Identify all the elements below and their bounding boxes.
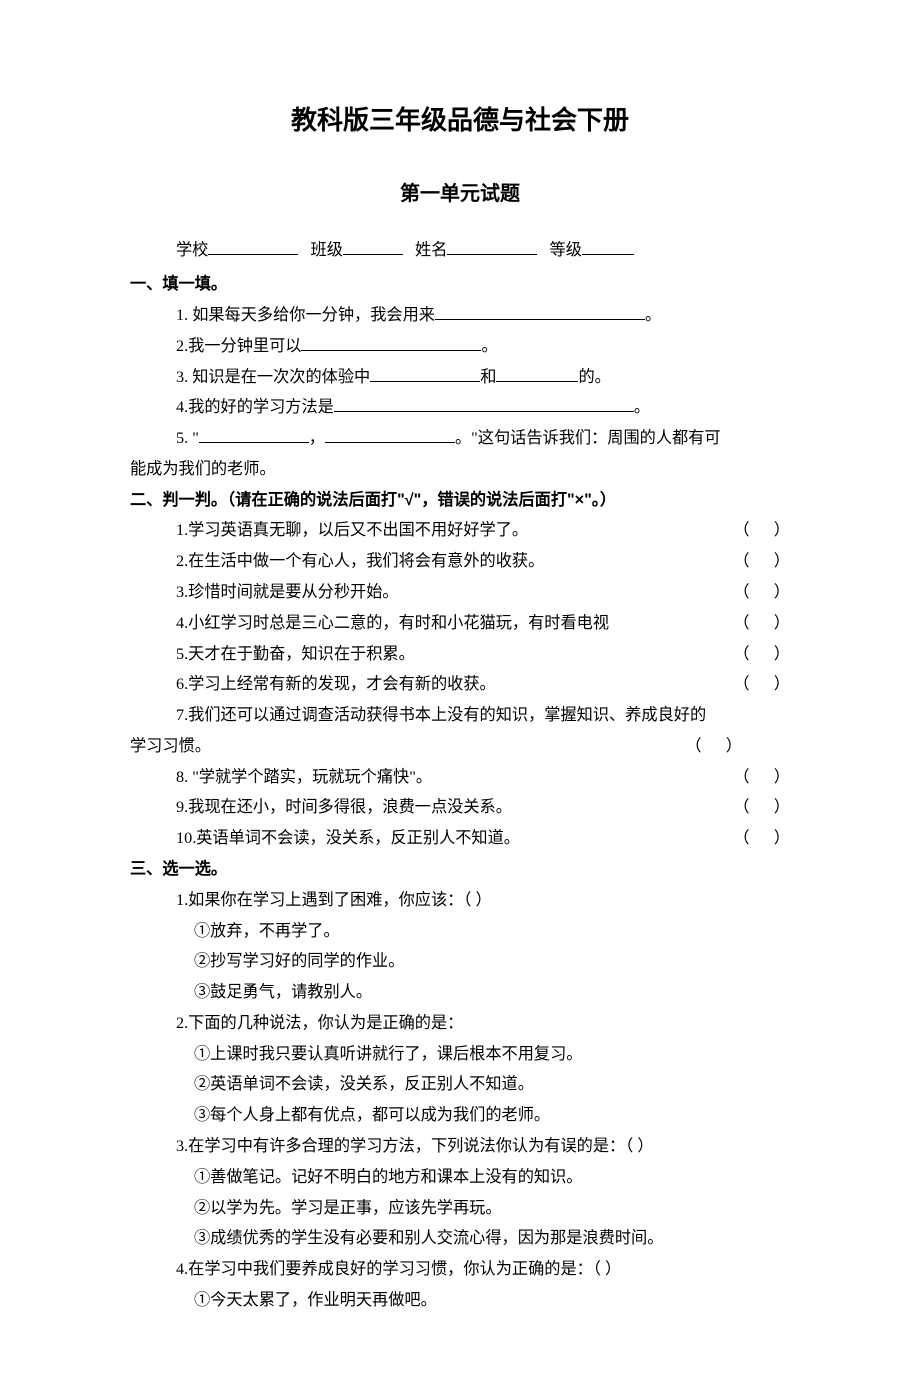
mc-option[interactable]: ①善做笔记。记好不明白的地方和课本上没有的知识。 (130, 1162, 790, 1193)
fill-blank[interactable] (435, 303, 645, 320)
tf-item: 3.珍惜时间就是要从分秒开始。 （ ） (130, 577, 790, 608)
tf-item: 6.学习上经常有新的发现，才会有新的收获。 （ ） (130, 669, 790, 700)
tf-item: 1.学习英语真无聊，以后又不出国不用好好学了。 （ ） (130, 515, 790, 546)
tf-paren[interactable]: （ ） (733, 792, 790, 823)
fill-text: 。 (481, 337, 497, 355)
fill-text: 。 (634, 398, 650, 416)
tf-text: 5.天才在于勤奋，知识在于积累。 (176, 639, 415, 670)
header-fields: 学校 班级 姓名 等级 (130, 235, 790, 266)
mc-option[interactable]: ②以学为先。学习是正事，应该先学再玩。 (130, 1193, 790, 1224)
fill-text: 3. 知识是在一次次的体验中 (176, 368, 370, 386)
fill-blank[interactable] (370, 364, 480, 381)
fill-text: 和 (480, 368, 496, 386)
tf-text: 4.小红学习时总是三心二意的，有时和小花猫玩，有时看电视 (176, 608, 609, 639)
tf-paren[interactable]: （ ） (733, 823, 790, 854)
fill-text: 1. 如果每天多给你一分钟，我会用来 (176, 306, 435, 324)
mc-option[interactable]: ②抄写学习好的同学的作业。 (130, 946, 790, 977)
mc-option[interactable]: ①今天太累了，作业明天再做吧。 (130, 1285, 790, 1316)
mc-stem: 4.在学习中我们要养成良好的学习习惯，你认为正确的是：（ ） (130, 1254, 790, 1285)
fill-wrap: 能成为我们的老师。 (130, 454, 790, 485)
tf-item: 2.在生活中做一个有心人，我们将会有意外的收获。 （ ） (130, 546, 790, 577)
fill-item: 4.我的好的学习方法是 。 (130, 392, 790, 423)
tf-text: 10.英语单词不会读，没关系，反正别人不知道。 (176, 823, 520, 854)
mc-option[interactable]: ①上课时我只要认真听讲就行了，课后根本不用复习。 (130, 1039, 790, 1070)
fill-blank[interactable] (334, 395, 634, 412)
fill-text: 4.我的好的学习方法是 (176, 398, 334, 416)
tf-text: 6.学习上经常有新的发现，才会有新的收获。 (176, 669, 496, 700)
tf-text: 2.在生活中做一个有心人，我们将会有意外的收获。 (176, 546, 544, 577)
tf-text: 9.我现在还小，时间多得很，浪费一点没关系。 (176, 792, 512, 823)
mc-option[interactable]: ③成绩优秀的学生没有必要和别人交流心得，因为那是浪费时间。 (130, 1223, 790, 1254)
tf-item: 8. "学就学个踏实，玩就玩个痛快"。 （ ） (130, 762, 790, 793)
mc-option[interactable]: ②英语单词不会读，没关系，反正别人不知道。 (130, 1069, 790, 1100)
mc-stem: 2.下面的几种说法，你认为是正确的是： (130, 1008, 790, 1039)
tf-paren[interactable]: （ ） (733, 608, 790, 639)
fill-item: 5. " ， 。"这句话告诉我们：周围的人都有可 (130, 423, 790, 454)
fill-blank[interactable] (301, 334, 481, 351)
fill-text: ， (309, 429, 325, 447)
fill-item: 3. 知识是在一次次的体验中 和 的。 (130, 362, 790, 393)
fill-item: 1. 如果每天多给你一分钟，我会用来 。 (130, 300, 790, 331)
tf-item: 7.我们还可以通过调查活动获得书本上没有的知识，掌握知识、养成良好的 (130, 700, 790, 731)
tf-text: 8. "学就学个踏实，玩就玩个痛快"。 (176, 762, 432, 793)
tf-paren[interactable]: （ ） (733, 639, 790, 670)
section-tf-head: 二、判一判。（请在正确的说法后面打"√"，错误的说法后面打"×"。） (130, 485, 790, 516)
mc-option[interactable]: ①放弃，不再学了。 (130, 916, 790, 947)
exam-page: 教科版三年级品德与社会下册 第一单元试题 学校 班级 姓名 等级 一、填一填。 … (0, 0, 920, 1376)
tf-item: 9.我现在还小，时间多得很，浪费一点没关系。 （ ） (130, 792, 790, 823)
blank-name[interactable] (447, 238, 537, 255)
tf-text: 学习习惯。 (130, 731, 211, 762)
blank-grade[interactable] (582, 238, 634, 255)
mc-stem: 1.如果你在学习上遇到了困难，你应该：（ ） (130, 885, 790, 916)
section-fill-head: 一、填一填。 (130, 269, 790, 300)
fill-blank[interactable] (199, 426, 309, 443)
tf-paren[interactable]: （ ） (685, 731, 790, 762)
label-name: 姓名 (415, 241, 447, 259)
tf-item: 5.天才在于勤奋，知识在于积累。 （ ） (130, 639, 790, 670)
fill-blank[interactable] (325, 426, 455, 443)
section-mc-head: 三、选一选。 (130, 854, 790, 885)
fill-item: 2.我一分钟里可以 。 (130, 331, 790, 362)
label-grade: 等级 (550, 241, 582, 259)
tf-paren[interactable]: （ ） (733, 762, 790, 793)
tf-text: 3.珍惜时间就是要从分秒开始。 (176, 577, 399, 608)
tf-paren[interactable]: （ ） (733, 577, 790, 608)
tf-item: 学习习惯。 （ ） (130, 731, 790, 762)
tf-item: 4.小红学习时总是三心二意的，有时和小花猫玩，有时看电视 （ ） (130, 608, 790, 639)
fill-text: 。"这句话告诉我们：周围的人都有可 (455, 429, 721, 447)
tf-text: 1.学习英语真无聊，以后又不出国不用好好学了。 (176, 515, 528, 546)
mc-option[interactable]: ③每个人身上都有优点，都可以成为我们的老师。 (130, 1100, 790, 1131)
page-subtitle: 第一单元试题 (130, 175, 790, 213)
fill-text: 2.我一分钟里可以 (176, 337, 301, 355)
blank-class[interactable] (343, 238, 403, 255)
blank-school[interactable] (208, 238, 298, 255)
tf-item: 10.英语单词不会读，没关系，反正别人不知道。 （ ） (130, 823, 790, 854)
label-school: 学校 (176, 241, 208, 259)
fill-text: 的。 (578, 368, 610, 386)
page-title: 教科版三年级品德与社会下册 (130, 96, 790, 145)
fill-text: 。 (645, 306, 661, 324)
tf-paren[interactable]: （ ） (733, 669, 790, 700)
mc-stem: 3.在学习中有许多合理的学习方法，下列说法你认为有误的是：（ ） (130, 1131, 790, 1162)
fill-text: 5. " (176, 429, 199, 447)
tf-paren[interactable]: （ ） (733, 546, 790, 577)
mc-option[interactable]: ③鼓足勇气，请教别人。 (130, 977, 790, 1008)
fill-blank[interactable] (496, 364, 578, 381)
tf-paren[interactable]: （ ） (733, 515, 790, 546)
label-class: 班级 (311, 241, 343, 259)
